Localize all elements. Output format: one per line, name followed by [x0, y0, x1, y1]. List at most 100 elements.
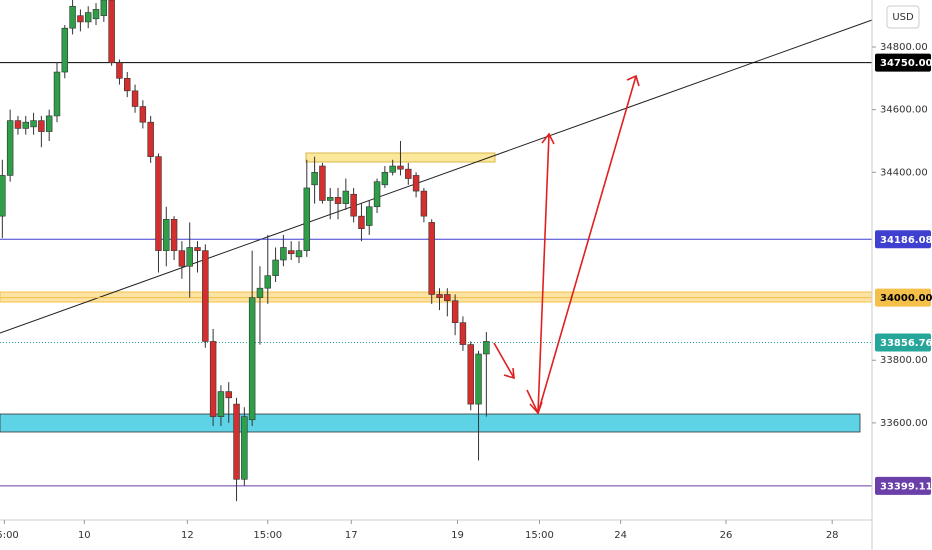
level-label: 33856.76 — [880, 338, 932, 349]
x-tick-label: 24 — [614, 530, 627, 541]
candle-body — [444, 294, 451, 302]
level-label: 34750.00 — [880, 58, 932, 69]
arrow — [537, 75, 637, 414]
candle-body — [6, 120, 14, 176]
candle-body — [139, 106, 147, 123]
candle-body — [225, 391, 232, 399]
candle-body — [436, 294, 443, 298]
candle-body — [373, 181, 381, 208]
candle-body — [412, 175, 420, 192]
candle-body — [311, 171, 318, 186]
candle-body — [155, 156, 162, 251]
x-tick-label: 15:00 — [525, 530, 554, 541]
y-tick-label: 34400.00 — [880, 167, 928, 178]
candle-body — [202, 250, 209, 342]
trend-line — [0, 19, 873, 334]
candle-body — [241, 416, 248, 480]
candle-body — [69, 5, 76, 29]
candle-body — [124, 78, 131, 92]
candle-body — [45, 115, 53, 132]
candle-body — [108, 0, 115, 63]
candle-body — [334, 197, 342, 204]
candle-body — [358, 215, 365, 229]
resistance-band — [0, 291, 873, 303]
candle-body — [319, 165, 326, 201]
x-tick-label: 28 — [826, 530, 839, 541]
currency: USD — [892, 12, 914, 23]
level-label-box — [875, 288, 931, 307]
x-tick-label: 17 — [345, 530, 358, 541]
candle-body — [194, 247, 201, 251]
level-label-box — [875, 333, 931, 352]
candle-body — [38, 120, 45, 132]
candle-body — [280, 247, 287, 261]
candle-body — [405, 168, 412, 179]
candle-body — [178, 250, 186, 267]
arrow-head — [626, 74, 640, 87]
candle-body — [467, 344, 474, 405]
candle-body — [350, 193, 357, 217]
candle-body — [100, 0, 108, 16]
candle-body — [217, 391, 225, 417]
candle-body — [389, 165, 396, 173]
level-label: 34000.00 — [880, 293, 932, 304]
candle-body — [483, 341, 490, 355]
candle-body — [420, 190, 428, 217]
arrow-head — [541, 132, 555, 145]
y-tick-label: 34800.00 — [880, 42, 928, 53]
candle-body — [147, 121, 154, 157]
candle-body — [131, 90, 139, 107]
level-label: 33399.11 — [880, 481, 932, 492]
candle-body — [397, 165, 404, 170]
candle-body — [248, 297, 256, 421]
candle-body — [295, 250, 303, 258]
candle-body — [77, 15, 84, 23]
candle-body — [451, 300, 459, 323]
candle-body — [92, 9, 100, 20]
candle-body — [163, 218, 170, 251]
candle-body — [53, 71, 61, 117]
arrow — [493, 342, 515, 379]
x-tick-label: 12 — [181, 530, 194, 541]
candle-body — [116, 62, 123, 79]
candle-body — [342, 190, 350, 204]
x-tick-label: 15:00 — [253, 530, 282, 541]
candle-body — [459, 322, 467, 345]
candle-body — [303, 187, 311, 251]
candle-body — [61, 27, 69, 73]
level-label: 34186.08 — [880, 235, 932, 246]
candle-body — [209, 341, 217, 417]
candle-body — [366, 206, 373, 226]
projection-arrows — [493, 74, 640, 415]
candle-body — [30, 120, 37, 128]
candle-body — [264, 275, 271, 289]
plot-area — [0, 0, 872, 502]
candle-body — [428, 222, 435, 295]
x-tick-label: 26 — [720, 530, 733, 541]
candle-body — [381, 171, 389, 186]
y-tick-label: 33800.00 — [880, 355, 928, 366]
arrow-head — [503, 367, 515, 380]
candle-body — [272, 259, 279, 276]
candle-body — [475, 353, 482, 405]
level-label-box — [875, 230, 931, 249]
x-tick-label: 10 — [78, 530, 91, 541]
level-label-box — [875, 476, 931, 495]
candle-body — [22, 121, 29, 129]
candle-body — [0, 175, 6, 217]
candle-body — [170, 218, 178, 251]
level-label-box — [875, 53, 931, 72]
candle-body — [326, 197, 334, 201]
candle-body — [233, 403, 240, 480]
y-tick-label: 34600.00 — [880, 105, 928, 116]
candle-body — [84, 12, 92, 23]
y-tick-label: 33600.00 — [880, 418, 928, 429]
support-zone — [0, 413, 861, 433]
candle-body — [256, 287, 264, 298]
candle-body — [14, 120, 22, 129]
candle-body — [287, 250, 295, 255]
currency-box[interactable] — [886, 5, 920, 29]
x-tick-label: 15:00 — [0, 530, 19, 541]
